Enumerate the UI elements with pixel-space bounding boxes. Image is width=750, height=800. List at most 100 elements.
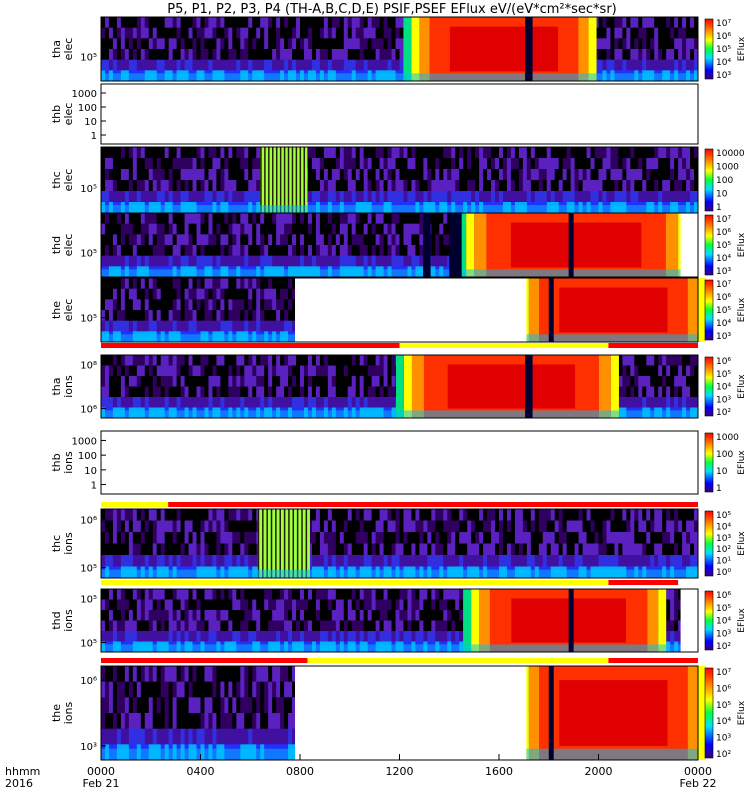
heat-cell (216, 191, 221, 203)
heat-cell (132, 555, 138, 567)
heat-cell (626, 365, 631, 377)
heat-cell (148, 320, 154, 332)
heat-cell (164, 59, 170, 71)
heat-cell (690, 355, 695, 366)
green-band-stripe (264, 147, 266, 213)
heat-cell (634, 38, 639, 50)
heat-cell (140, 255, 146, 267)
heat-cell (662, 17, 667, 29)
heat-cell (160, 180, 166, 192)
heat-cell (307, 27, 313, 39)
heat-cell (272, 27, 277, 39)
heat-cell (160, 245, 166, 257)
heat-cell (339, 147, 345, 159)
heat-cell (200, 365, 205, 377)
heat-cell (311, 509, 317, 521)
heat-cell (276, 223, 281, 235)
heat-cell (232, 365, 237, 377)
heat-cell (288, 234, 293, 246)
heat-cell (315, 234, 321, 246)
heat-cell (522, 147, 528, 159)
heat-cell (284, 376, 289, 387)
heat-cell (144, 299, 150, 311)
heat-cell (554, 180, 560, 192)
heat-cell (331, 191, 337, 203)
heat-cell (319, 38, 325, 50)
heat-cell (347, 191, 353, 203)
heat-cell (614, 169, 619, 181)
heat-cell (566, 180, 572, 192)
heat-cell (228, 255, 233, 267)
heat-cell (626, 38, 631, 50)
heat-cell (164, 223, 170, 235)
heat-cell (208, 59, 213, 71)
heat-cell (443, 158, 448, 170)
heat-cell (228, 191, 233, 203)
heat-cell (383, 180, 389, 192)
heat-cell (236, 376, 241, 387)
heat-cell (144, 255, 150, 267)
heat-cell (108, 355, 114, 366)
hot-region-fringe (411, 17, 420, 81)
heat-cell (443, 245, 448, 257)
heat-cell (216, 532, 221, 544)
heat-cell (502, 191, 508, 203)
heat-cell (272, 278, 277, 290)
heat-cell (666, 59, 671, 71)
heat-cell (439, 223, 444, 235)
heat-cell (506, 147, 512, 159)
heat-cell (526, 180, 532, 192)
heat-cell (112, 17, 118, 29)
heat-cell (108, 299, 114, 311)
heat-cell (618, 191, 623, 203)
heat-cell (152, 180, 158, 192)
heat-cell (176, 158, 182, 170)
heat-cell (276, 234, 281, 246)
heat-cell (280, 397, 285, 408)
heat-cell (586, 147, 592, 159)
heat-cell (522, 191, 528, 203)
heat-cell (184, 365, 190, 377)
heat-cell (104, 49, 110, 61)
heat-cell (471, 191, 476, 203)
heat-cell (216, 255, 221, 267)
heat-cell (319, 17, 325, 29)
heat-cell (140, 365, 146, 377)
heat-cell (288, 320, 293, 332)
heat-cell (379, 255, 385, 267)
heat-cell (232, 520, 237, 533)
heat-cell (168, 59, 174, 71)
colorbar-tick-label: 100 (716, 450, 733, 460)
heat-cell (335, 27, 341, 39)
heat-cell (248, 223, 253, 235)
heat-cell (104, 376, 110, 387)
heat-cell (391, 59, 397, 71)
heat-cell (339, 234, 345, 246)
heat-cell (232, 180, 237, 192)
heat-cell (630, 147, 635, 159)
heat-cell (371, 213, 377, 225)
heat-cell (288, 310, 293, 322)
heat-cell (319, 234, 325, 246)
heat-cell (315, 17, 321, 29)
heat-cell (654, 397, 659, 408)
heat-cell (272, 213, 277, 225)
heat-cell (140, 49, 146, 61)
heat-cell (335, 365, 341, 377)
heat-cell (435, 158, 440, 170)
heat-cell (136, 365, 142, 377)
heat-cell (391, 147, 397, 159)
heat-cell (140, 532, 146, 544)
heat-cell (296, 213, 301, 225)
heat-cell (140, 59, 146, 71)
heat-cell (391, 180, 397, 192)
heat-cell (383, 386, 389, 398)
heat-cell (670, 158, 675, 170)
heat-cell (622, 49, 627, 61)
heat-cell (172, 38, 178, 50)
heat-cell (148, 555, 154, 567)
heat-cell (120, 17, 126, 29)
heat-cell (395, 169, 400, 181)
heat-cell (646, 59, 651, 71)
heat-cell (296, 365, 301, 377)
